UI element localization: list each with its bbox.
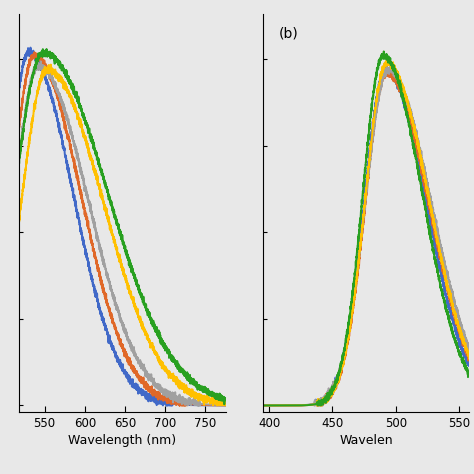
- Text: (b): (b): [279, 26, 299, 40]
- X-axis label: Wavelen: Wavelen: [339, 434, 393, 447]
- X-axis label: Wavelength (nm): Wavelength (nm): [68, 434, 176, 447]
